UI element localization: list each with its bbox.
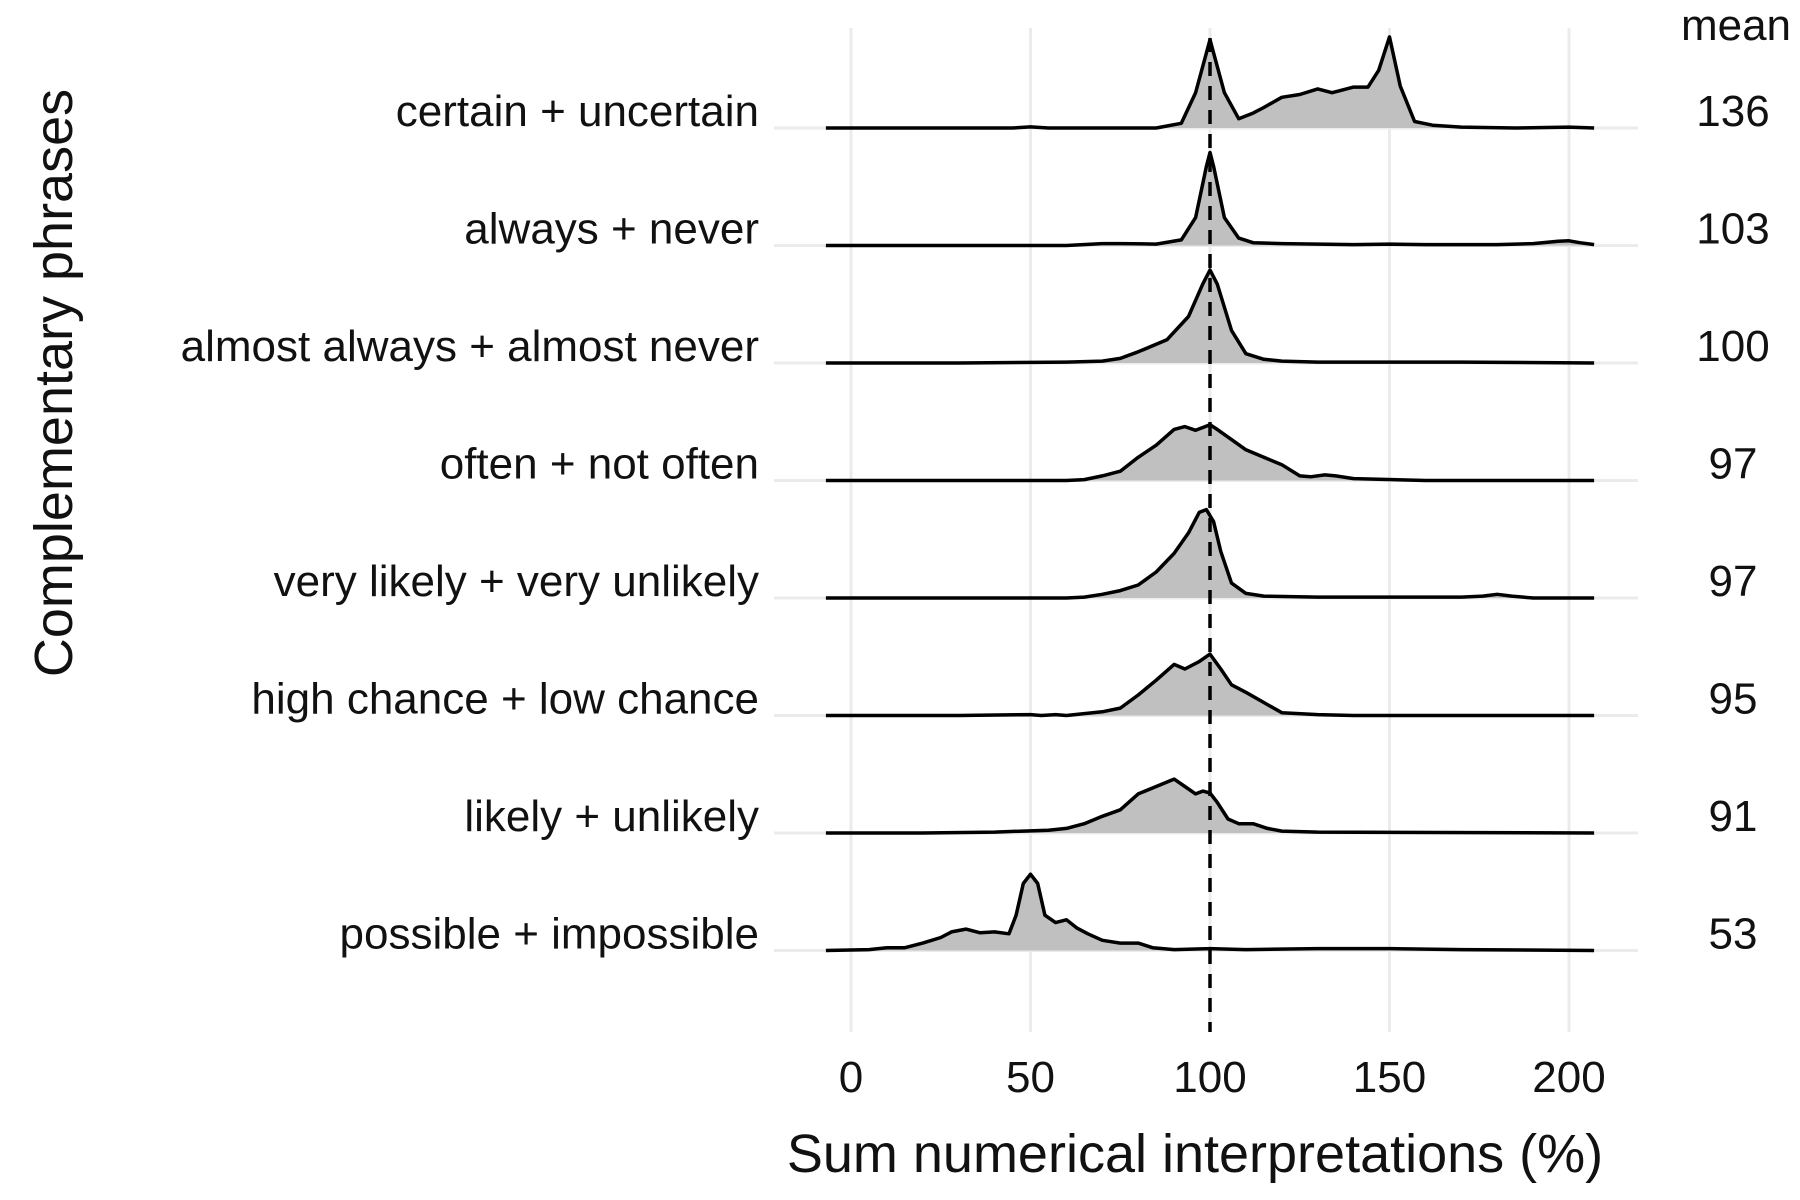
mean-values: 136 103 100 97 97 95 91 53 <box>1696 87 1769 959</box>
y-tick-label-4: very likely + very unlikely <box>274 557 759 606</box>
y-tick-label-5: high chance + low chance <box>251 675 759 724</box>
mean-value-4: 97 <box>1709 557 1758 606</box>
x-tick-label-150: 150 <box>1353 1053 1426 1102</box>
x-tick-label-100: 100 <box>1173 1053 1246 1102</box>
y-tick-label-6: likely + unlikely <box>464 792 759 841</box>
x-tick-label-200: 200 <box>1532 1053 1605 1102</box>
mean-value-3: 97 <box>1709 440 1758 489</box>
mean-header: mean <box>1681 1 1791 50</box>
x-tick-label-50: 50 <box>1006 1053 1055 1102</box>
x-tick-label-0: 0 <box>839 1053 863 1102</box>
y-axis-title: Complementary phrases <box>24 89 84 677</box>
y-tick-label-7: possible + impossible <box>340 910 759 959</box>
x-tick-labels: 0 50 100 150 200 <box>839 1053 1606 1102</box>
y-tick-label-1: always + never <box>464 205 759 254</box>
y-tick-label-2: almost always + almost never <box>181 322 759 371</box>
y-tick-label-3: often + not often <box>440 440 759 489</box>
mean-value-5: 95 <box>1709 675 1758 724</box>
y-tick-label-0: certain + uncertain <box>396 87 759 136</box>
mean-value-6: 91 <box>1709 792 1758 841</box>
mean-value-2: 100 <box>1696 322 1769 371</box>
mean-value-7: 53 <box>1709 910 1758 959</box>
mean-value-1: 103 <box>1696 205 1769 254</box>
x-axis-title: Sum numerical interpretations (%) <box>787 1124 1603 1184</box>
y-tick-labels: certain + uncertain always + never almost … <box>181 87 759 959</box>
mean-value-0: 136 <box>1696 87 1769 136</box>
